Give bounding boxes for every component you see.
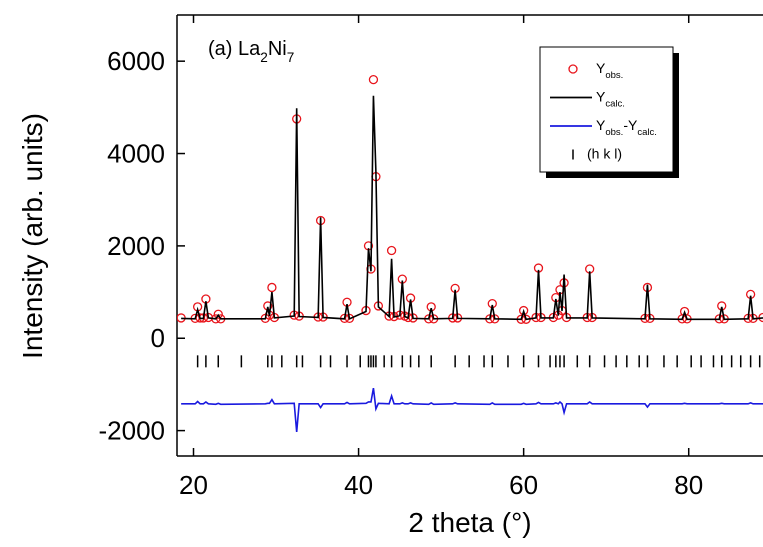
obs-point bbox=[518, 305, 529, 316]
calc-line bbox=[181, 95, 763, 321]
legend-label-part: Y bbox=[596, 89, 606, 105]
legend-box bbox=[539, 46, 674, 173]
legend-label-part: calc. bbox=[637, 127, 657, 138]
y-tick-label: 2000 bbox=[107, 231, 165, 261]
x-axis-label: 2 theta (°) bbox=[408, 507, 531, 538]
legend-label: Ycalc. bbox=[596, 89, 625, 110]
diff-line bbox=[181, 387, 763, 433]
legend-label-part: obs. bbox=[605, 70, 623, 81]
legend-label-part: (h k l) bbox=[587, 146, 622, 162]
y-axis-label: Intensity (arb. units) bbox=[17, 113, 48, 359]
chart-title-part: 2 bbox=[260, 50, 268, 65]
legend-label-part: -Y bbox=[623, 117, 638, 133]
y-tick-label: -2000 bbox=[99, 416, 166, 446]
obs-point bbox=[213, 309, 223, 319]
obs-point bbox=[758, 312, 763, 323]
y-tick-label: 6000 bbox=[107, 46, 165, 76]
x-tick-label: 40 bbox=[344, 470, 373, 500]
obs-point bbox=[368, 74, 379, 85]
chart-title: (a) La2Ni7 bbox=[208, 38, 294, 65]
y-tick-label: 4000 bbox=[107, 139, 165, 169]
legend-label-part: obs. bbox=[605, 127, 623, 138]
obs-point bbox=[386, 245, 397, 256]
obs-point bbox=[267, 282, 277, 293]
legend-symbol bbox=[568, 64, 578, 74]
chart-title-part: (a) La bbox=[208, 38, 261, 60]
legend-label-part: calc. bbox=[605, 98, 625, 109]
legend-label: Yobs. bbox=[596, 60, 623, 81]
x-tick-label: 60 bbox=[509, 470, 538, 500]
chart-title-part: 7 bbox=[287, 50, 295, 65]
legend-label: (h k l) bbox=[587, 146, 622, 162]
y-tick-label: 0 bbox=[151, 323, 165, 353]
chart-title-part: Ni bbox=[268, 38, 287, 60]
legend-label-part: Y bbox=[596, 60, 606, 76]
legend-label: Yobs.-Ycalc. bbox=[596, 117, 657, 138]
legend-label-part: Y bbox=[596, 117, 606, 133]
x-tick-label: 80 bbox=[674, 470, 703, 500]
x-tick-label: 20 bbox=[179, 470, 208, 500]
plot-area bbox=[177, 74, 763, 433]
